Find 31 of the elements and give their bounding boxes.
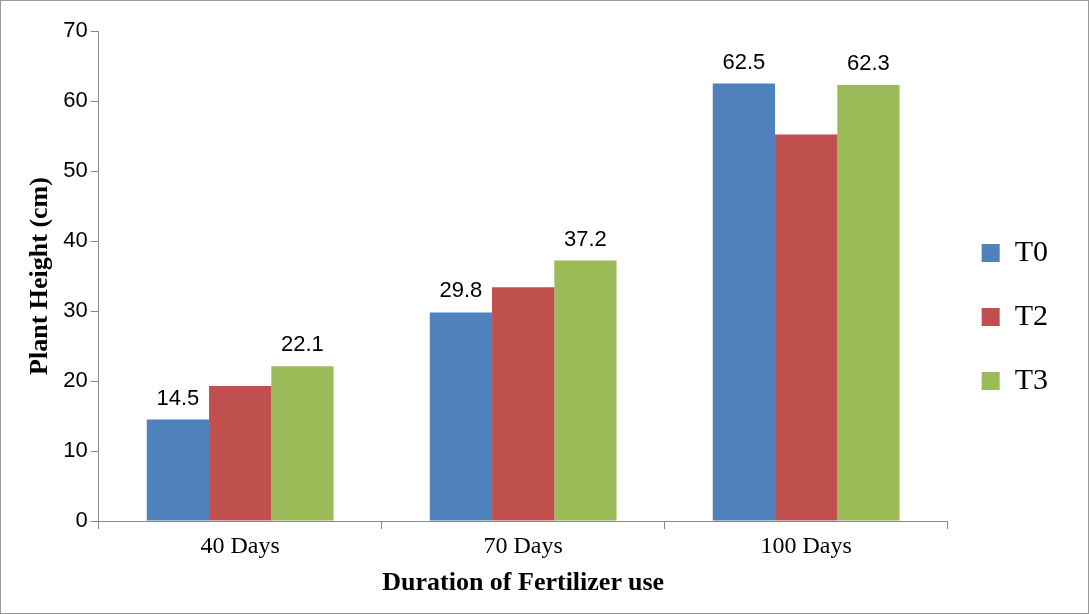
- y-tick-label: 10: [63, 437, 88, 463]
- y-tick-label: 0: [75, 507, 88, 533]
- legend-label: T3: [1014, 361, 1048, 395]
- bar: [492, 287, 555, 521]
- data-label: 22.1: [281, 331, 324, 357]
- bar: [429, 312, 493, 521]
- bar: [837, 84, 900, 521]
- x-tick-label: 100 Days: [760, 531, 852, 558]
- y-tick-label: 20: [63, 367, 88, 393]
- bar: [775, 134, 838, 521]
- legend-label: T0: [1014, 233, 1048, 267]
- bar: [146, 419, 210, 521]
- bar: [712, 83, 776, 521]
- x-tick-label: 70 Days: [483, 531, 563, 558]
- data-label: 14.5: [156, 384, 200, 410]
- bar: [271, 366, 334, 521]
- data-label: 62.5: [722, 48, 766, 74]
- y-tick-label: 40: [63, 227, 88, 253]
- data-label: 62.3: [847, 49, 890, 75]
- bar: [209, 385, 272, 521]
- x-axis-title: Duration of Fertilizer use: [382, 567, 665, 597]
- data-label: 29.8: [439, 277, 483, 303]
- legend-label: T2: [1014, 297, 1048, 331]
- y-axis-title: Plant Height (cm): [24, 177, 54, 375]
- y-tick-label: 70: [63, 17, 88, 43]
- bar: [554, 260, 617, 521]
- y-tick-label: 50: [63, 157, 88, 183]
- x-tick-label: 40 Days: [200, 531, 280, 558]
- y-tick-label: 30: [63, 297, 88, 323]
- data-label: 37.2: [564, 225, 607, 251]
- y-tick-label: 60: [63, 87, 88, 113]
